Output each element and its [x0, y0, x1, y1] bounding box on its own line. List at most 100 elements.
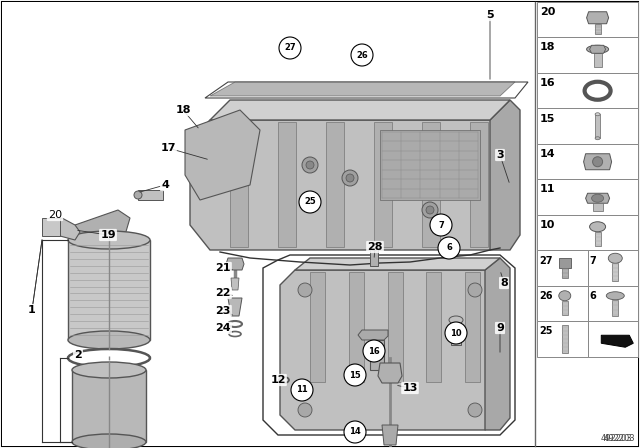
Ellipse shape	[595, 137, 600, 140]
Bar	[426, 272, 441, 382]
Circle shape	[306, 161, 314, 169]
Bar	[562, 301, 568, 315]
Circle shape	[346, 174, 354, 182]
Circle shape	[430, 214, 452, 236]
Text: 25: 25	[304, 198, 316, 207]
Bar	[593, 203, 603, 211]
Ellipse shape	[72, 362, 146, 378]
Text: 6: 6	[589, 291, 596, 301]
Bar	[422, 122, 440, 247]
Circle shape	[299, 191, 321, 213]
Bar	[595, 114, 600, 138]
Circle shape	[438, 237, 460, 259]
Bar	[594, 53, 602, 67]
Text: 11: 11	[296, 385, 308, 395]
Polygon shape	[490, 100, 520, 250]
Text: 20: 20	[48, 210, 62, 220]
Circle shape	[302, 157, 318, 173]
Text: 4: 4	[161, 180, 169, 190]
Circle shape	[351, 44, 373, 66]
Polygon shape	[210, 82, 515, 96]
Text: 14: 14	[349, 427, 361, 436]
Circle shape	[291, 379, 313, 401]
Bar	[559, 258, 571, 268]
Bar	[537, 286, 588, 322]
Circle shape	[344, 421, 366, 443]
Text: 14: 14	[540, 149, 556, 159]
Polygon shape	[378, 363, 402, 383]
Text: 9: 9	[496, 323, 504, 333]
Text: 1: 1	[28, 305, 36, 315]
Circle shape	[468, 283, 482, 297]
Ellipse shape	[68, 231, 150, 249]
Polygon shape	[295, 258, 500, 270]
Bar	[537, 38, 638, 73]
Text: 6: 6	[446, 244, 452, 253]
Ellipse shape	[606, 292, 624, 300]
Text: 11: 11	[540, 185, 556, 194]
Text: 3: 3	[496, 150, 504, 160]
Ellipse shape	[449, 316, 463, 324]
Bar	[537, 108, 638, 144]
Bar	[2, 2, 535, 446]
Polygon shape	[382, 425, 398, 445]
Text: 26: 26	[356, 51, 368, 60]
Bar	[138, 190, 163, 200]
Bar	[537, 250, 588, 286]
Text: 7: 7	[438, 220, 444, 229]
Bar	[387, 272, 403, 382]
Text: 15: 15	[540, 113, 556, 124]
Bar	[535, 2, 638, 446]
Bar	[537, 180, 638, 215]
Circle shape	[363, 340, 385, 362]
Bar	[562, 325, 568, 353]
Ellipse shape	[589, 222, 605, 232]
Text: 24: 24	[215, 323, 231, 333]
Ellipse shape	[587, 45, 609, 53]
Bar	[470, 122, 488, 247]
Bar	[588, 322, 638, 357]
Text: 492203: 492203	[600, 434, 632, 443]
Text: 20: 20	[540, 7, 556, 17]
Circle shape	[468, 403, 482, 417]
Bar	[595, 232, 600, 246]
Polygon shape	[75, 210, 130, 240]
Polygon shape	[280, 270, 500, 430]
Text: 18: 18	[175, 105, 191, 115]
Polygon shape	[589, 45, 605, 53]
Ellipse shape	[595, 113, 600, 116]
Bar	[465, 272, 480, 382]
Text: 26: 26	[539, 291, 552, 301]
Polygon shape	[190, 120, 510, 250]
Bar	[562, 268, 568, 278]
Ellipse shape	[134, 191, 142, 199]
Polygon shape	[485, 258, 510, 430]
Bar	[68, 240, 150, 340]
Text: 12: 12	[270, 375, 285, 385]
Bar	[537, 144, 638, 180]
Ellipse shape	[559, 291, 571, 301]
Ellipse shape	[68, 331, 150, 349]
Bar	[588, 286, 638, 322]
Text: 13: 13	[403, 383, 418, 393]
Text: 16: 16	[540, 78, 556, 88]
Polygon shape	[601, 335, 633, 347]
Ellipse shape	[370, 246, 378, 250]
Text: 7: 7	[589, 255, 596, 266]
Text: 17: 17	[160, 143, 176, 153]
Text: 28: 28	[367, 242, 383, 252]
Circle shape	[422, 202, 438, 218]
Bar	[310, 272, 325, 382]
Text: 492203: 492203	[604, 434, 635, 443]
Text: 25: 25	[539, 327, 552, 336]
Bar	[537, 215, 638, 250]
Bar	[588, 250, 638, 286]
Bar	[612, 263, 618, 281]
Bar	[278, 122, 296, 247]
Text: 23: 23	[215, 306, 230, 316]
Bar	[230, 122, 248, 247]
Circle shape	[445, 322, 467, 344]
Bar	[537, 2, 638, 38]
Circle shape	[298, 403, 312, 417]
Text: 10: 10	[450, 328, 462, 337]
